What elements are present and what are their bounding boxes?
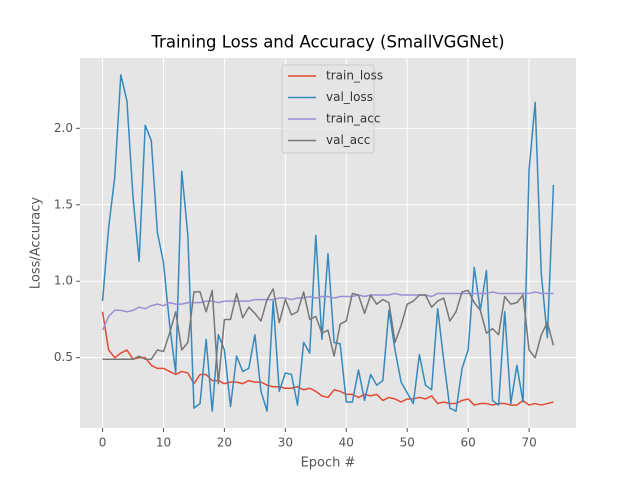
x-tick-label: 50 <box>400 436 415 450</box>
line-series <box>102 288 555 385</box>
line-series <box>101 291 554 331</box>
chart-title: Training Loss and Accuracy (SmallVGGNet) <box>150 33 504 52</box>
x-tick-label: 70 <box>521 436 536 450</box>
legend-box <box>281 64 375 154</box>
x-tick-label: 60 <box>461 436 476 450</box>
y-tick-label: 1.0 <box>54 274 73 288</box>
y-axis-label: Loss/Accuracy <box>29 197 44 290</box>
x-tick-label: 40 <box>339 436 354 450</box>
y-tick-label: 1.5 <box>54 197 73 211</box>
legend-label: val_acc <box>326 133 370 147</box>
x-axis-label: Epoch # <box>301 456 356 471</box>
x-tick-label: 10 <box>156 436 171 450</box>
x-tick-label: 0 <box>99 436 107 450</box>
line-series <box>101 311 554 406</box>
line-series <box>101 74 555 412</box>
x-tick-label: 30 <box>278 436 293 450</box>
legend-label: train_acc <box>326 112 380 126</box>
legend-label: val_loss <box>326 90 373 104</box>
y-tick-label: 0.5 <box>54 350 73 364</box>
y-tick-label: 2.0 <box>54 121 73 135</box>
legend-label: train_loss <box>326 69 383 83</box>
x-tick-label: 20 <box>217 436 232 450</box>
